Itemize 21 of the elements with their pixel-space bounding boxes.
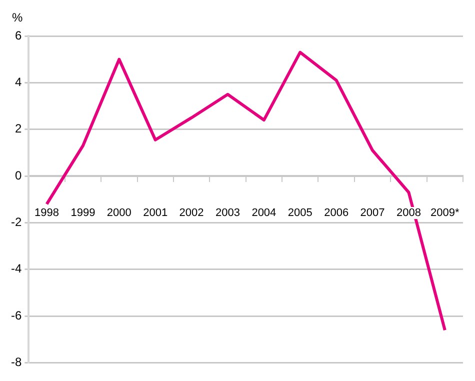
y-tick-label: 0: [14, 168, 22, 182]
y-tick-label: 2: [14, 122, 22, 136]
y-axis-title: %: [12, 10, 23, 24]
x-tick-label: 2002: [179, 207, 204, 220]
x-tick-label: 2000: [106, 207, 132, 220]
y-tick-label: -4: [11, 262, 22, 276]
x-tick-label: 1999: [70, 207, 96, 220]
y-tick-label: -8: [11, 355, 22, 370]
y-tick-label: -6: [11, 308, 22, 322]
x-tick-label: 2004: [252, 207, 276, 220]
x-tick-label: 2003: [215, 207, 240, 220]
x-tick-label: 2007: [360, 207, 385, 220]
x-tick-label: 2001: [143, 207, 168, 220]
x-tick-label: 2009*: [430, 207, 460, 220]
x-tick-label: 2006: [324, 207, 349, 220]
y-tick-label: 4: [14, 75, 22, 89]
x-tick-label: 2008: [396, 207, 421, 220]
y-tick-label: -2: [11, 215, 22, 230]
x-tick-label: 2005: [288, 207, 312, 220]
y-tick-label: 6: [14, 28, 22, 42]
x-tick-label: 1998: [34, 207, 60, 220]
